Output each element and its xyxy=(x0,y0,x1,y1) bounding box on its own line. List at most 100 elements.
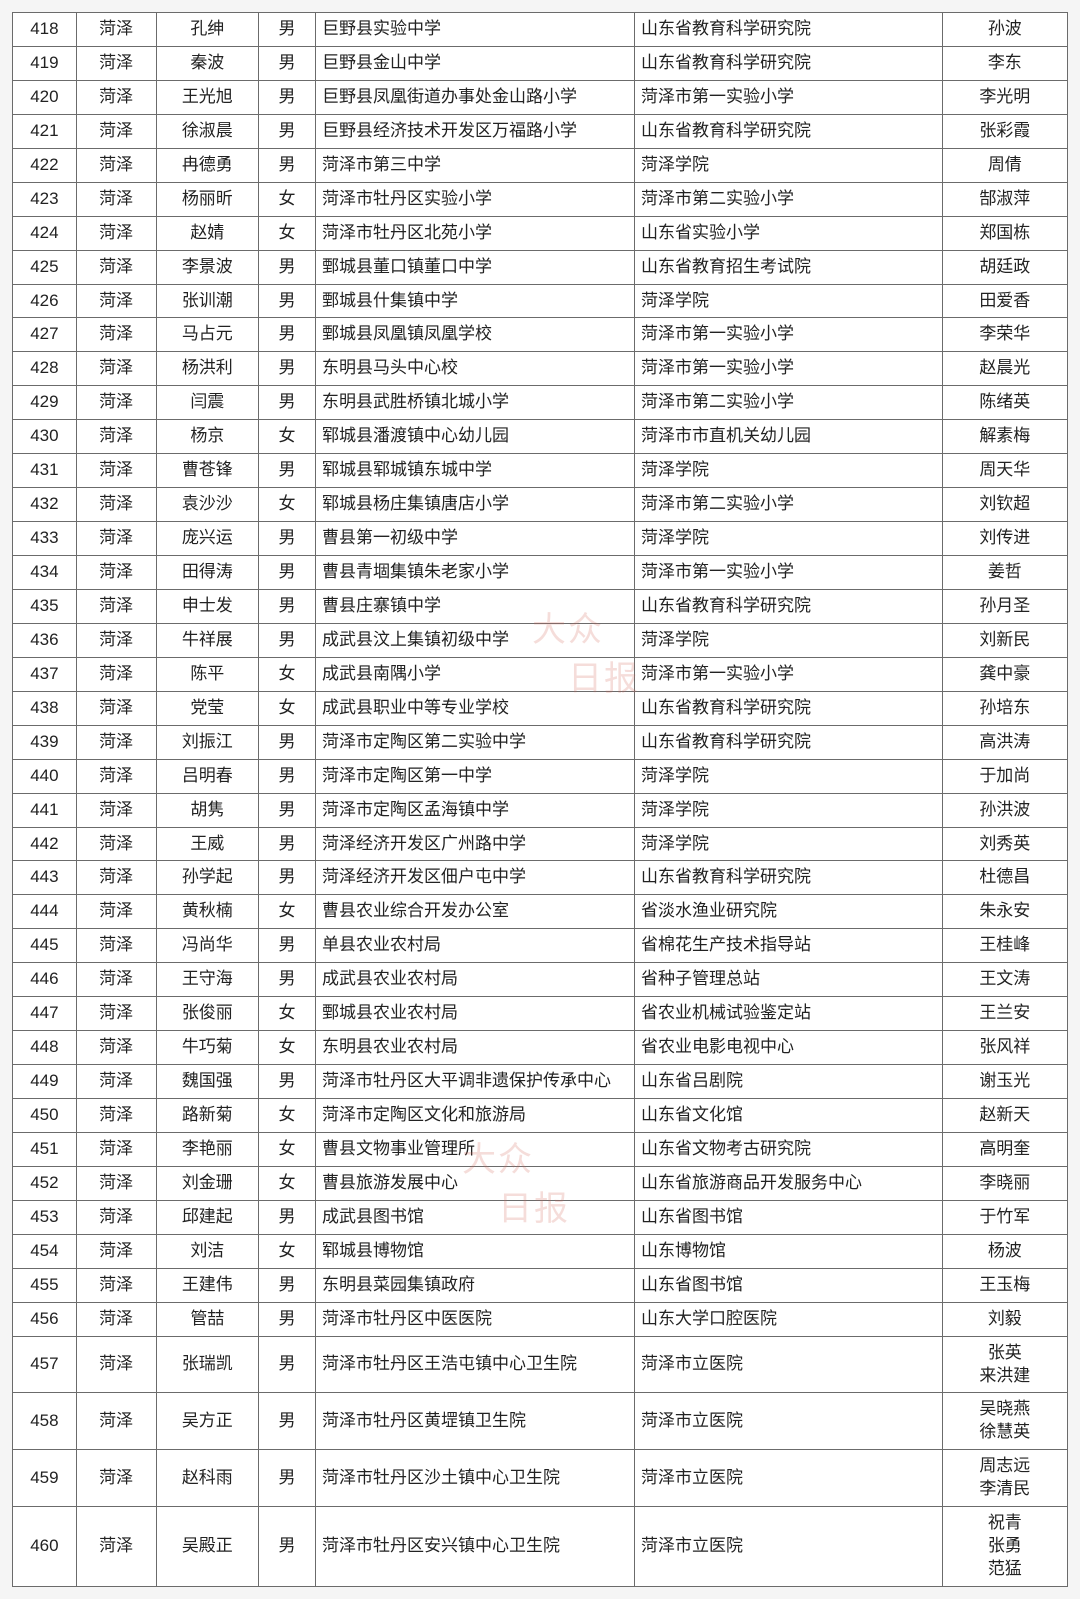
cell-idx: 451 xyxy=(13,1132,77,1166)
cell-idx: 435 xyxy=(13,589,77,623)
cell-sex: 女 xyxy=(259,1132,316,1166)
table-row: 426菏泽张训潮男鄄城县什集镇中学菏泽学院田爱香 xyxy=(13,284,1068,318)
cell-idx: 439 xyxy=(13,725,77,759)
table-row: 434菏泽田得涛男曹县青堌集镇朱老家小学菏泽市第一实验小学姜哲 xyxy=(13,556,1068,590)
cell-host: 省农业机械试验鉴定站 xyxy=(635,997,943,1031)
cell-mentor: 张彩霞 xyxy=(942,114,1067,148)
cell-city: 菏泽 xyxy=(76,895,156,929)
cell-sex: 男 xyxy=(259,1336,316,1393)
cell-unit: 菏泽市定陶区第二实验中学 xyxy=(316,725,635,759)
cell-sex: 女 xyxy=(259,895,316,929)
cell-unit: 鄄城县董口镇董口中学 xyxy=(316,250,635,284)
cell-name: 黄秋楠 xyxy=(156,895,259,929)
cell-mentor: 王兰安 xyxy=(942,997,1067,1031)
cell-idx: 452 xyxy=(13,1166,77,1200)
cell-idx: 425 xyxy=(13,250,77,284)
cell-unit: 曹县庄寨镇中学 xyxy=(316,589,635,623)
cell-host: 山东博物馆 xyxy=(635,1234,943,1268)
cell-mentor: 孙波 xyxy=(942,13,1067,47)
cell-idx: 460 xyxy=(13,1507,77,1587)
cell-name: 王威 xyxy=(156,827,259,861)
cell-host: 省棉花生产技术指导站 xyxy=(635,929,943,963)
cell-host: 菏泽学院 xyxy=(635,148,943,182)
table-row: 439菏泽刘振江男菏泽市定陶区第二实验中学山东省教育科学研究院高洪涛 xyxy=(13,725,1068,759)
cell-city: 菏泽 xyxy=(76,488,156,522)
cell-sex: 男 xyxy=(259,759,316,793)
cell-idx: 455 xyxy=(13,1268,77,1302)
table-row: 444菏泽黄秋楠女曹县农业综合开发办公室省淡水渔业研究院朱永安 xyxy=(13,895,1068,929)
cell-city: 菏泽 xyxy=(76,963,156,997)
table-row: 422菏泽冉德勇男菏泽市第三中学菏泽学院周倩 xyxy=(13,148,1068,182)
cell-idx: 445 xyxy=(13,929,77,963)
cell-city: 菏泽 xyxy=(76,1450,156,1507)
cell-idx: 459 xyxy=(13,1450,77,1507)
cell-sex: 男 xyxy=(259,1302,316,1336)
cell-sex: 男 xyxy=(259,148,316,182)
cell-city: 菏泽 xyxy=(76,827,156,861)
cell-city: 菏泽 xyxy=(76,352,156,386)
cell-idx: 442 xyxy=(13,827,77,861)
cell-unit: 东明县马头中心校 xyxy=(316,352,635,386)
cell-host: 省农业电影电视中心 xyxy=(635,1031,943,1065)
table-row: 446菏泽王守海男成武县农业农村局省种子管理总站王文涛 xyxy=(13,963,1068,997)
cell-sex: 女 xyxy=(259,488,316,522)
cell-host: 菏泽学院 xyxy=(635,522,943,556)
cell-city: 菏泽 xyxy=(76,1234,156,1268)
table-row: 442菏泽王威男菏泽经济开发区广州路中学菏泽学院刘秀英 xyxy=(13,827,1068,861)
cell-name: 魏国强 xyxy=(156,1065,259,1099)
cell-unit: 菏泽市定陶区孟海镇中学 xyxy=(316,793,635,827)
cell-name: 刘振江 xyxy=(156,725,259,759)
cell-name: 王光旭 xyxy=(156,80,259,114)
cell-name: 李艳丽 xyxy=(156,1132,259,1166)
cell-city: 菏泽 xyxy=(76,318,156,352)
cell-city: 菏泽 xyxy=(76,250,156,284)
cell-city: 菏泽 xyxy=(76,13,156,47)
cell-host: 菏泽市市直机关幼儿园 xyxy=(635,420,943,454)
cell-city: 菏泽 xyxy=(76,1507,156,1587)
cell-mentor: 龚中豪 xyxy=(942,657,1067,691)
cell-name: 田得涛 xyxy=(156,556,259,590)
cell-unit: 东明县武胜桥镇北城小学 xyxy=(316,386,635,420)
cell-unit: 郓城县潘渡镇中心幼儿园 xyxy=(316,420,635,454)
cell-host: 菏泽市立医院 xyxy=(635,1336,943,1393)
cell-host: 山东省吕剧院 xyxy=(635,1065,943,1099)
cell-idx: 446 xyxy=(13,963,77,997)
cell-city: 菏泽 xyxy=(76,114,156,148)
cell-host: 省淡水渔业研究院 xyxy=(635,895,943,929)
cell-idx: 421 xyxy=(13,114,77,148)
cell-mentor: 刘新民 xyxy=(942,623,1067,657)
cell-sex: 男 xyxy=(259,1200,316,1234)
cell-mentor: 郜淑萍 xyxy=(942,182,1067,216)
cell-sex: 男 xyxy=(259,589,316,623)
cell-host: 菏泽市第一实验小学 xyxy=(635,318,943,352)
cell-name: 刘金珊 xyxy=(156,1166,259,1200)
cell-host: 菏泽市第一实验小学 xyxy=(635,352,943,386)
cell-name: 闫震 xyxy=(156,386,259,420)
cell-host: 山东省图书馆 xyxy=(635,1200,943,1234)
cell-host: 菏泽市第二实验小学 xyxy=(635,182,943,216)
cell-unit: 菏泽市牡丹区黄堽镇卫生院 xyxy=(316,1393,635,1450)
cell-host: 菏泽学院 xyxy=(635,284,943,318)
table-row: 443菏泽孙学起男菏泽经济开发区佃户屯中学山东省教育科学研究院杜德昌 xyxy=(13,861,1068,895)
cell-city: 菏泽 xyxy=(76,1336,156,1393)
cell-name: 赵科雨 xyxy=(156,1450,259,1507)
cell-mentor: 李光明 xyxy=(942,80,1067,114)
cell-name: 牛祥展 xyxy=(156,623,259,657)
cell-idx: 458 xyxy=(13,1393,77,1450)
cell-name: 冯尚华 xyxy=(156,929,259,963)
cell-unit: 曹县旅游发展中心 xyxy=(316,1166,635,1200)
cell-city: 菏泽 xyxy=(76,556,156,590)
cell-name: 张瑞凯 xyxy=(156,1336,259,1393)
cell-name: 胡隽 xyxy=(156,793,259,827)
document-sheet: 418菏泽孔绅男巨野县实验中学山东省教育科学研究院孙波419菏泽秦波男巨野县金山… xyxy=(12,12,1068,1587)
table-row: 448菏泽牛巧菊女东明县农业农村局省农业电影电视中心张风祥 xyxy=(13,1031,1068,1065)
cell-name: 申士发 xyxy=(156,589,259,623)
cell-city: 菏泽 xyxy=(76,46,156,80)
cell-unit: 菏泽市牡丹区安兴镇中心卫生院 xyxy=(316,1507,635,1587)
cell-idx: 449 xyxy=(13,1065,77,1099)
table-row: 433菏泽庞兴运男曹县第一初级中学菏泽学院刘传进 xyxy=(13,522,1068,556)
cell-unit: 菏泽市牡丹区沙土镇中心卫生院 xyxy=(316,1450,635,1507)
cell-unit: 单县农业农村局 xyxy=(316,929,635,963)
table-row: 458菏泽吴方正男菏泽市牡丹区黄堽镇卫生院菏泽市立医院吴晓燕徐慧英 xyxy=(13,1393,1068,1450)
cell-city: 菏泽 xyxy=(76,284,156,318)
